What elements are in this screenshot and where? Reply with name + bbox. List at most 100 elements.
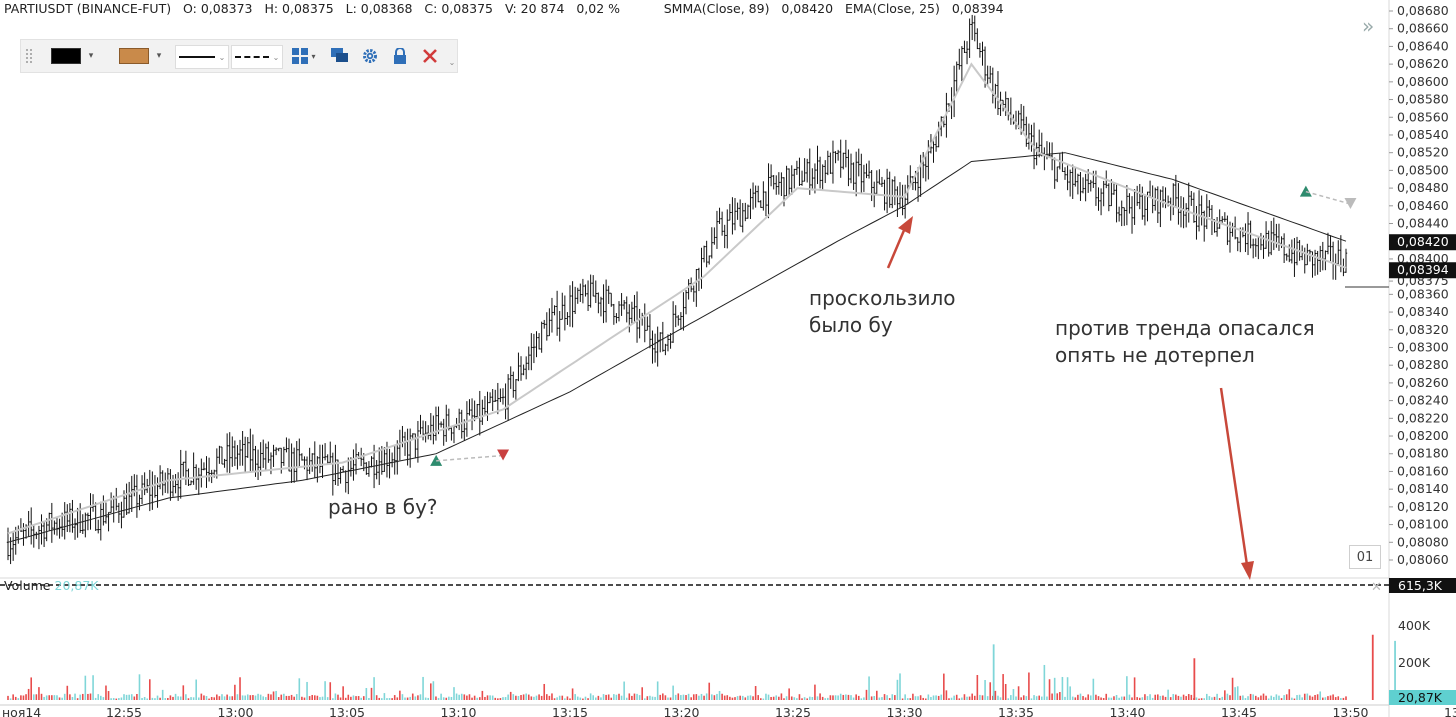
smma-value: 0,08420 bbox=[781, 1, 834, 16]
annotation-was-breakeven: было бу bbox=[809, 313, 893, 337]
arrow-slip bbox=[886, 227, 907, 269]
volume-label[interactable]: Volume bbox=[4, 578, 51, 593]
fill-color-picker[interactable]: ▾ bbox=[115, 40, 165, 72]
time-tick-label: 13:55 bbox=[1444, 705, 1456, 717]
volume-max-label: 615,3K bbox=[1398, 578, 1443, 593]
chevron-down-icon: ⌄ bbox=[272, 52, 280, 62]
volume-current-label: 20,87K bbox=[1398, 690, 1443, 705]
time-tick-label: 13:40 bbox=[1109, 705, 1145, 717]
time-tick-label: 13:00 bbox=[217, 705, 253, 717]
price-tick-label: 0,08620 bbox=[1397, 56, 1449, 71]
sell-marker bbox=[497, 449, 510, 461]
lock-button[interactable] bbox=[387, 40, 413, 72]
line-style-select[interactable]: ⌄ bbox=[175, 45, 229, 69]
price-tick-label: 0,08240 bbox=[1397, 393, 1449, 408]
symbol-name[interactable]: PARTIUSDT (BINANCE-FUT) bbox=[4, 1, 172, 16]
ema-value: 0,08394 bbox=[951, 1, 1004, 16]
price-tick-label: 0,08360 bbox=[1397, 286, 1449, 301]
price-tick-label: 0,08100 bbox=[1397, 517, 1449, 532]
price-tick-label: 0,08440 bbox=[1397, 216, 1449, 231]
grid-icon bbox=[292, 48, 309, 64]
price-tick-label: 0,08320 bbox=[1397, 322, 1449, 337]
chevron-down-icon: ▾ bbox=[156, 51, 162, 61]
price-tick-label: 0,08600 bbox=[1397, 74, 1449, 89]
lock-icon bbox=[394, 48, 406, 64]
low-value: L: 0,08368 bbox=[345, 1, 413, 16]
arrow-head bbox=[898, 216, 913, 234]
price-badge bbox=[1389, 262, 1456, 279]
trade-link-line bbox=[1305, 190, 1351, 205]
volume-tick-label: 400K bbox=[1398, 618, 1431, 633]
buy-marker bbox=[1299, 185, 1312, 197]
price-tick-label: 0,08580 bbox=[1397, 92, 1449, 107]
time-tick-label: 13:30 bbox=[886, 705, 922, 717]
time-tick-label: 13:20 bbox=[663, 705, 699, 717]
smma-label[interactable]: SMMA(Close, 89) bbox=[663, 1, 770, 16]
volume-current: 20,87K bbox=[54, 578, 99, 593]
drag-handle-icon[interactable] bbox=[23, 40, 35, 72]
drawing-toolbar: ▾ ▾ ⌄ ⌄ ▾ ⌄ bbox=[20, 39, 458, 73]
close-volume-icon[interactable]: ✕ bbox=[1371, 580, 1382, 595]
time-tick-label: 13:45 bbox=[1221, 705, 1257, 717]
time-tick-label: 13:05 bbox=[329, 705, 365, 717]
line-dash-select[interactable]: ⌄ bbox=[231, 45, 283, 69]
annotation-early-breakeven: рано в бу? bbox=[328, 495, 438, 519]
color-swatch-black bbox=[50, 48, 81, 64]
volume-axis: 615,3K 400K 200K 20,87K bbox=[1389, 578, 1456, 705]
price-tick-label: 0,08480 bbox=[1397, 180, 1449, 195]
volume-current-badge bbox=[1389, 690, 1456, 705]
layout-button[interactable]: ▾ bbox=[287, 40, 321, 72]
toolbar-more-icon[interactable]: ⌄ bbox=[448, 57, 456, 67]
time-tick-label: 13:15 bbox=[552, 705, 588, 717]
annotation-not-patient: опять не дотерпел bbox=[1055, 343, 1255, 367]
price-tick-label: 0,08400 bbox=[1397, 251, 1449, 266]
arrow-volume bbox=[1219, 387, 1249, 566]
price-tick-label: 0,08140 bbox=[1397, 481, 1449, 496]
volume-panel-label: Volume 20,87K bbox=[4, 578, 98, 593]
price-tick-label: 0,08200 bbox=[1397, 428, 1449, 443]
change-value: 0,02 % bbox=[576, 1, 621, 16]
symbol-header: PARTIUSDT (BINANCE-FUT) O: 0,08373 H: 0,… bbox=[4, 1, 1004, 16]
chevron-down-icon: ▾ bbox=[88, 51, 94, 61]
price-tick-label: 0,08640 bbox=[1397, 38, 1449, 53]
gear-icon bbox=[363, 49, 377, 63]
close-value: C: 0,08375 bbox=[424, 1, 494, 16]
exit-marker bbox=[1344, 198, 1357, 210]
expand-panel-icon[interactable]: » bbox=[1362, 14, 1375, 38]
delete-button[interactable] bbox=[417, 40, 443, 72]
price-badge-label: 0,08420 bbox=[1397, 234, 1449, 249]
price-tick-label: 0,08260 bbox=[1397, 375, 1449, 390]
smma-line bbox=[7, 152, 1347, 543]
price-tick-label: 0,08220 bbox=[1397, 410, 1449, 425]
time-tick-label: ноя14 bbox=[2, 705, 41, 717]
annotation-counter-trend: против тренда опасался bbox=[1055, 316, 1315, 340]
time-tick-label: 13:25 bbox=[775, 705, 811, 717]
settings-button[interactable] bbox=[357, 40, 383, 72]
scale-button[interactable]: 01 bbox=[1349, 545, 1381, 569]
trade-link-line bbox=[436, 454, 504, 462]
price-axis: 0,08680 0,08660 0,08640 0,08620 0,08600 0,085… bbox=[1389, 3, 1456, 567]
chevron-down-icon: ▾ bbox=[311, 51, 316, 61]
price-badge bbox=[1389, 234, 1456, 251]
duplicate-button[interactable] bbox=[327, 40, 353, 72]
time-tick-label: 13:35 bbox=[998, 705, 1034, 717]
duplicate-icon bbox=[331, 48, 348, 62]
time-tick-label: 13:10 bbox=[440, 705, 476, 717]
line-color-picker[interactable]: ▾ bbox=[47, 40, 97, 72]
volume-tick-label: 200K bbox=[1398, 655, 1431, 670]
time-tick-label: 13:50 bbox=[1332, 705, 1368, 717]
price-tick-label: 0,08080 bbox=[1397, 534, 1449, 549]
price-tick-label: 0,08660 bbox=[1397, 21, 1449, 36]
price-tick-label: 0,08340 bbox=[1397, 304, 1449, 319]
price-tick-label: 0,08160 bbox=[1397, 463, 1449, 478]
annotation-arrows bbox=[886, 216, 1254, 580]
price-tick-label: 0,08680 bbox=[1397, 3, 1449, 18]
price-tick-label: 0,08180 bbox=[1397, 446, 1449, 461]
volume-bars bbox=[7, 634, 1396, 700]
volume-max-badge bbox=[1389, 578, 1456, 593]
price-tick-label: 0,08120 bbox=[1397, 499, 1449, 514]
price-badge-label: 0,08394 bbox=[1397, 262, 1449, 277]
trade-markers bbox=[430, 185, 1357, 466]
ema-label[interactable]: EMA(Close, 25) bbox=[845, 1, 940, 16]
